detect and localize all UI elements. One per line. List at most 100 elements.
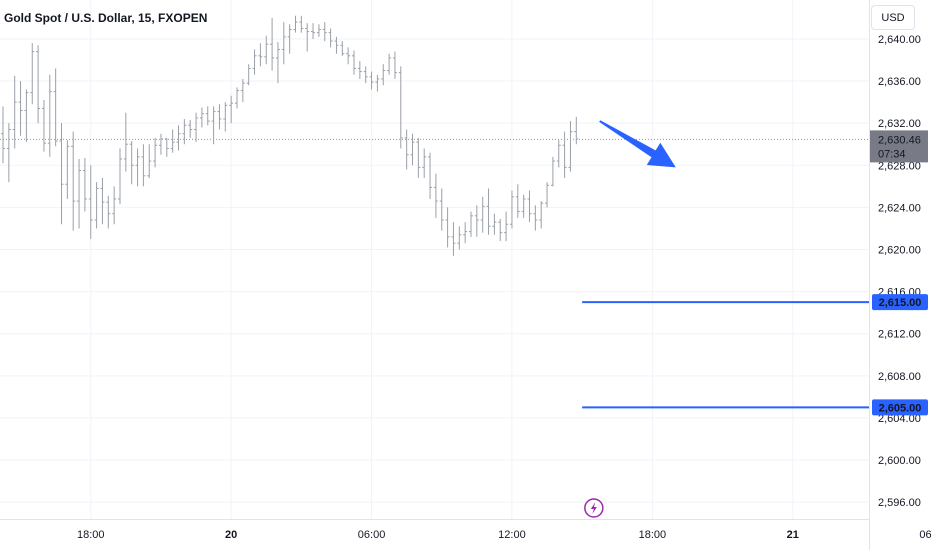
ohlc-bar xyxy=(100,177,105,225)
current-price-countdown: 07:34 xyxy=(878,148,906,160)
ohlc-bar xyxy=(65,140,70,199)
ohlc-bar xyxy=(6,123,11,183)
ohlc-bar xyxy=(474,205,479,237)
ohlc-bar xyxy=(18,81,23,136)
ohlc-bar xyxy=(176,125,181,151)
time-tick-label: 06:00 xyxy=(919,529,932,541)
ohlc-bar xyxy=(515,184,520,218)
ohlc-bar xyxy=(509,190,514,229)
ohlc-bar xyxy=(316,24,321,37)
ohlc-bar xyxy=(311,23,316,39)
ohlc-bar xyxy=(281,22,286,65)
ohlc-bar xyxy=(486,188,491,235)
ohlc-bar xyxy=(153,137,158,168)
ohlc-bar xyxy=(451,222,456,256)
time-tick-label: 20 xyxy=(225,529,237,541)
ohlc-bar xyxy=(550,156,555,187)
ohlc-bar xyxy=(240,78,245,103)
current-price-tag-bg xyxy=(870,130,928,163)
ohlc-bar xyxy=(229,95,234,124)
ohlc-bar xyxy=(504,211,509,242)
ohlc-bar xyxy=(287,24,292,54)
ohlc-bar xyxy=(82,157,87,212)
price-tick-label: 2,628.00 xyxy=(878,160,921,172)
current-price-tag-label: 2,630.46 xyxy=(878,134,921,146)
ohlc-bar xyxy=(381,64,386,86)
ohlc-bar xyxy=(428,152,433,199)
horizontal-price-lines[interactable] xyxy=(582,301,869,409)
ohlc-bar xyxy=(328,28,333,48)
ohlc-bar xyxy=(457,226,462,250)
ohlc-bar xyxy=(539,201,544,229)
ohlc-bar xyxy=(217,104,222,130)
ohlc-bar xyxy=(340,41,345,56)
ohlc-bar xyxy=(574,116,579,145)
price-tag-bg xyxy=(872,294,928,311)
time-tick-label: 18:00 xyxy=(639,529,667,541)
price-tick-label: 2,636.00 xyxy=(878,76,921,88)
price-axis[interactable]: 2,640.00 2,636.00 2,632.00 2,628.00 2,624.00… xyxy=(878,34,921,509)
price-tick-label: 2,640.00 xyxy=(878,34,921,46)
price-tick-label: 2,632.00 xyxy=(878,118,921,130)
time-tick-label: 06:00 xyxy=(358,529,386,541)
ohlc-bar xyxy=(463,222,468,244)
ohlc-bar xyxy=(492,213,497,235)
ohlc-bar xyxy=(123,112,128,172)
ohlc-bar xyxy=(556,140,561,168)
ohlc-bar xyxy=(392,51,397,79)
price-tag-bg xyxy=(872,399,928,416)
ohlc-bar xyxy=(346,47,351,65)
ohlc-bar xyxy=(41,100,46,152)
ohlc-bar xyxy=(404,129,409,170)
ohlc-bar xyxy=(357,61,362,79)
ohlc-bar xyxy=(106,195,111,229)
chart-grid xyxy=(0,0,869,519)
ohlc-bar xyxy=(293,15,298,33)
ohlc-bar xyxy=(398,66,403,149)
ohlc-bar xyxy=(521,194,526,218)
ohlc-bar xyxy=(264,35,269,65)
ohlc-bar xyxy=(194,112,199,143)
ohlc-bar xyxy=(170,129,175,153)
ohlc-bar xyxy=(305,23,310,52)
ohlc-bar xyxy=(77,158,82,229)
ohlc-bar xyxy=(211,106,216,145)
ohlc-bar xyxy=(545,182,550,208)
ohlc-bar xyxy=(375,74,380,92)
ohlc-bar xyxy=(498,218,503,242)
ohlc-bar xyxy=(24,89,29,143)
ohlc-bar xyxy=(47,74,52,157)
ohlc-bars xyxy=(1,15,579,256)
ohlc-bar xyxy=(363,66,368,84)
price-axis-tags: 2,615.00 2,605.00 2,630.46 07:34 xyxy=(870,130,928,416)
ohlc-bar xyxy=(246,64,251,86)
price-tick-label: 2,624.00 xyxy=(878,202,921,214)
ohlc-bar xyxy=(299,15,304,33)
time-tick-label: 18:00 xyxy=(77,529,105,541)
event-marker[interactable] xyxy=(584,498,604,518)
ohlc-bar xyxy=(562,131,567,178)
ohlc-bar xyxy=(469,211,473,237)
ohlc-bar xyxy=(88,165,93,239)
price-tick-label: 2,600.00 xyxy=(878,455,921,467)
ohlc-bar xyxy=(158,133,163,155)
ohlc-bar xyxy=(94,182,99,229)
ohlc-bar xyxy=(182,118,187,145)
currency-button[interactable]: USD xyxy=(871,5,915,30)
ohlc-bar xyxy=(445,207,450,248)
ohlc-bar xyxy=(533,205,538,231)
ohlc-bar xyxy=(568,121,573,172)
ohlc-bar xyxy=(387,53,392,75)
down-arrow-drawing[interactable] xyxy=(599,120,676,168)
ohlc-bar xyxy=(205,106,210,126)
price-tick-label: 2,596.00 xyxy=(878,497,921,509)
time-axis[interactable]: 18:00 20 06:00 12:00 18:00 21 06:00 xyxy=(77,529,932,541)
ohlc-bar xyxy=(275,42,280,84)
price-tag-label: 2,615.00 xyxy=(879,297,922,309)
ohlc-bar xyxy=(258,43,263,67)
ohlc-bar xyxy=(252,49,257,75)
ohlc-bar xyxy=(30,43,35,105)
ohlc-bar xyxy=(369,71,374,90)
arrow-shape xyxy=(599,120,676,168)
